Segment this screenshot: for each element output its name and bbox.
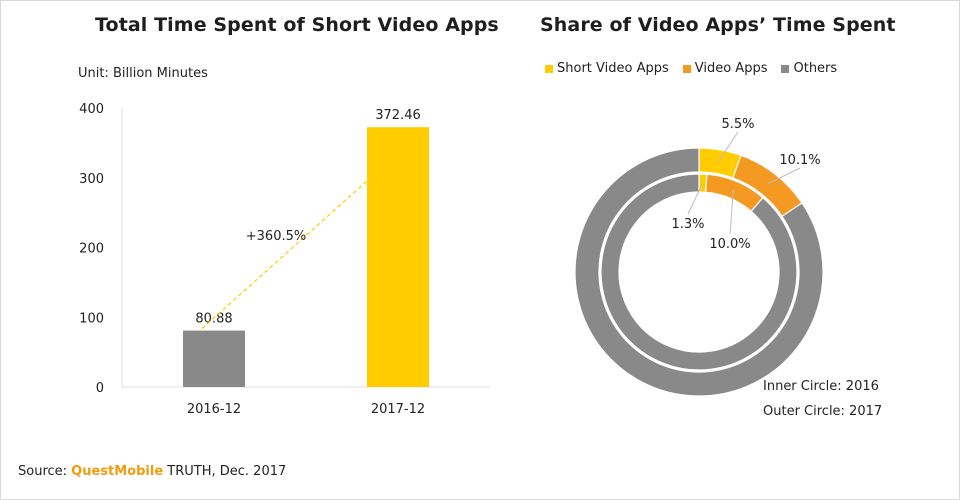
y-tick-label: 400 bbox=[79, 102, 104, 117]
slice-label: 5.5% bbox=[721, 117, 754, 132]
legend-swatch-others bbox=[781, 64, 790, 73]
x-tick-label: 2017-12 bbox=[371, 402, 425, 417]
growth-connector bbox=[201, 178, 370, 330]
source-note: Source: QuestMobile TRUTH, Dec. 2017 bbox=[18, 464, 286, 479]
outer-circle-note: Outer Circle: 2017 bbox=[763, 404, 883, 419]
x-tick-label: 2016-12 bbox=[187, 402, 241, 417]
legend-item-others: Others bbox=[781, 61, 837, 76]
y-tick-label: 100 bbox=[79, 311, 104, 326]
legend-label-video-apps: Video Apps bbox=[694, 61, 768, 76]
bar-chart-title: Total Time Spent of Short Video Apps bbox=[95, 14, 499, 36]
bar-value-label: 372.46 bbox=[375, 108, 421, 123]
legend-item-short-video: Short Video Apps bbox=[545, 61, 669, 76]
slice-leader-line bbox=[717, 131, 739, 162]
slice-leader-line bbox=[767, 167, 801, 185]
y-tick-label: 300 bbox=[79, 172, 104, 187]
source-suffix: TRUTH, Dec. 2017 bbox=[163, 464, 287, 479]
y-tick-label: 200 bbox=[79, 242, 104, 257]
growth-label: +360.5% bbox=[246, 229, 306, 244]
slice-label: 10.1% bbox=[779, 153, 820, 168]
donut-slice bbox=[574, 147, 824, 397]
slice-leader-line bbox=[687, 182, 704, 215]
source-prefix: Source: bbox=[18, 464, 72, 479]
bar bbox=[183, 330, 245, 387]
slice-label: 10.0% bbox=[709, 237, 750, 252]
legend-swatch-video-apps bbox=[682, 64, 691, 73]
inner-circle-note: Inner Circle: 2016 bbox=[763, 379, 879, 394]
donut-slice bbox=[600, 173, 798, 371]
bar bbox=[367, 127, 429, 387]
y-tick-label: 0 bbox=[96, 381, 104, 396]
slice-leader-line bbox=[729, 189, 734, 235]
donut-legend: Short Video Apps Video Apps Others bbox=[545, 61, 837, 76]
donut-chart-title: Share of Video Apps’ Time Spent bbox=[540, 14, 896, 36]
legend-label-others: Others bbox=[793, 61, 838, 76]
legend-swatch-short-video bbox=[545, 64, 553, 73]
source-brand: QuestMobile bbox=[71, 464, 164, 479]
legend-item-video-apps: Video Apps bbox=[682, 61, 768, 76]
legend-label-short-video: Short Video Apps bbox=[557, 61, 669, 76]
bar-value-label: 80.88 bbox=[195, 312, 232, 327]
unit-label: Unit: Billion Minutes bbox=[78, 66, 208, 81]
slice-label: 1.3% bbox=[671, 217, 704, 232]
